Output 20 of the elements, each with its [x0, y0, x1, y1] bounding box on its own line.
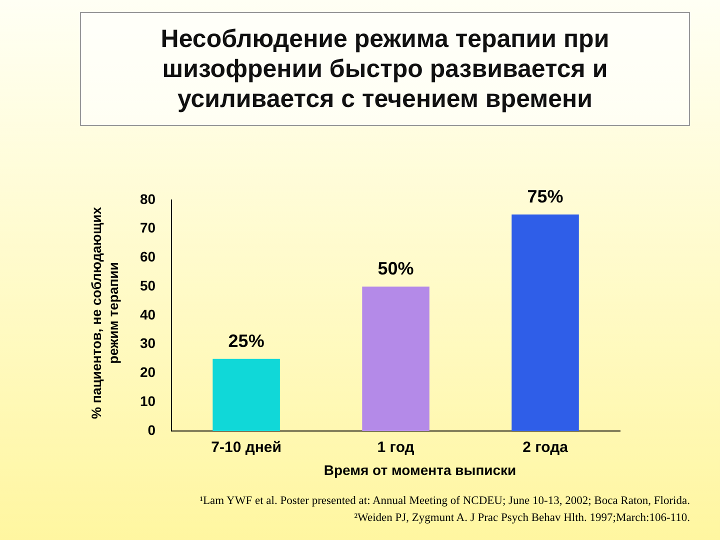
y-tick-label: 0 [148, 422, 156, 438]
data-label: 25% [228, 330, 264, 351]
data-label: 75% [527, 186, 564, 206]
text: ¹Lam YWF et al. Poster presented at: Annual Meeting of NCDEU; June 10-13, 2002; Boca Raton, Florida. [198, 494, 690, 509]
data-label: 50% [378, 258, 414, 279]
x-tick-label: 1 год [377, 439, 415, 456]
x-axis-title: Время от момента выписки [322, 462, 518, 478]
y-tick-label: 70 [140, 220, 156, 236]
y-tick-label: 30 [140, 335, 156, 352]
y-axis-title: % пациентов, не соблюдающих режим терапии [88, 205, 122, 421]
y-tick-label: 10 [140, 392, 156, 409]
y-tick-label: 40 [140, 306, 156, 322]
y-tick-label: 20 [140, 364, 156, 380]
text: ²Weiden PJ, Zygmunt A. J Prac Psych Behav Hlth. 1997;March:106-110. [353, 511, 690, 526]
x-tick-label: 7-10 дней [211, 439, 282, 456]
x-tick-label: 2 года [522, 439, 569, 456]
y-tick-label: 50 [140, 277, 156, 294]
y-tick-label: 80 [140, 190, 156, 207]
chart-title: Несоблюдение режима терапии при шизофрении быстро развивается и усиливается с течением времени [80, 12, 690, 126]
y-tick-label: 60 [140, 248, 156, 265]
